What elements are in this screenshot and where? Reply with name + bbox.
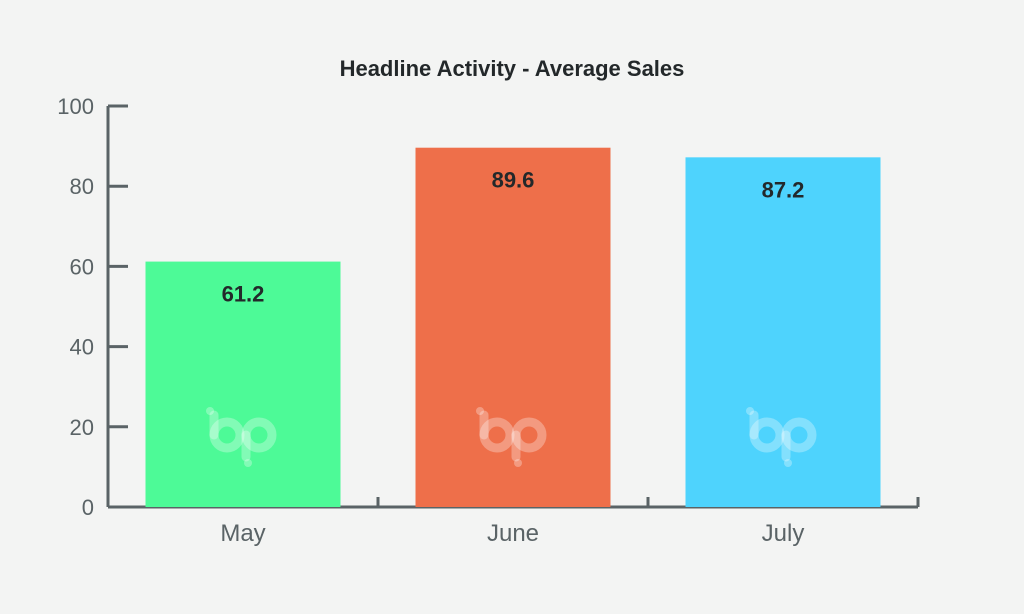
y-tick-label: 60 (70, 254, 94, 279)
bar-group-july (685, 157, 881, 507)
data-label: 89.6 (492, 168, 535, 193)
y-axis-ticks: 0 20 40 60 80 100 (57, 94, 94, 520)
x-tick-label: May (220, 520, 265, 547)
chart-title: Headline Activity - Average Sales (340, 56, 685, 81)
y-tick-label: 0 (82, 495, 94, 520)
x-tick-label: June (487, 520, 539, 547)
x-tick-label: July (762, 520, 805, 547)
x-axis-ticks: May June July (220, 520, 804, 547)
data-labels: 61.2 89.6 87.2 (222, 168, 805, 307)
bar (145, 261, 341, 507)
bar-group-june (415, 147, 611, 508)
data-label: 61.2 (222, 282, 265, 307)
data-label: 87.2 (762, 177, 805, 202)
y-tick-label: 80 (70, 174, 94, 199)
y-tick-label: 20 (70, 415, 94, 440)
bar-group-may (145, 261, 341, 507)
y-tick-label: 100 (57, 94, 94, 119)
bp-logo-icon (476, 407, 547, 467)
bp-logo-icon (206, 407, 277, 467)
bar (415, 147, 611, 508)
bars (145, 147, 881, 508)
bar (685, 157, 881, 507)
bp-logo-icon (746, 407, 817, 467)
y-tick-label: 40 (70, 335, 94, 360)
